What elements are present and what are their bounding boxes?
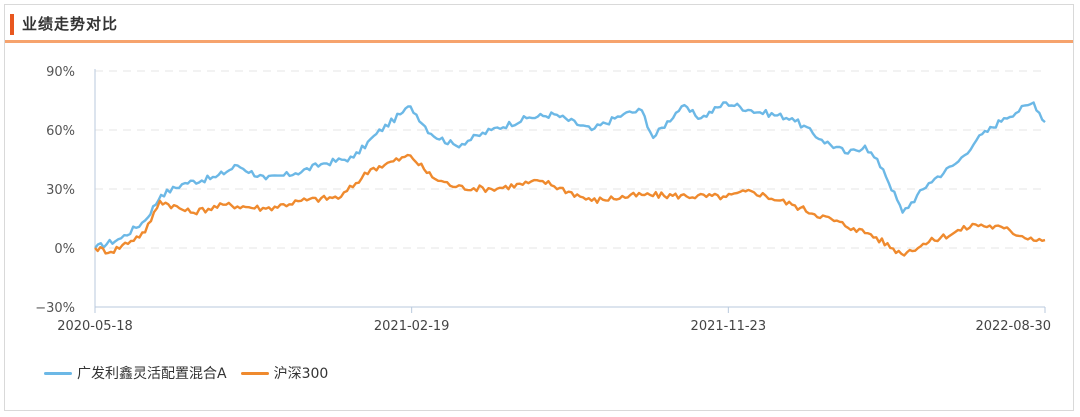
series-line-1 xyxy=(94,153,1046,257)
y-tick-label: −30% xyxy=(35,301,75,316)
y-tick-label: 30% xyxy=(46,183,75,198)
panel-header: 业绩走势对比 xyxy=(5,5,1073,43)
legend-label-fund: 广发利鑫灵活配置混合A xyxy=(77,366,227,382)
legend-swatch-fund xyxy=(44,371,72,375)
x-tick-label: 2020-05-18 xyxy=(57,319,133,334)
x-tick-label: 2022-08-30 xyxy=(975,319,1051,334)
y-tick-label: 60% xyxy=(46,124,75,139)
header-accent-bar xyxy=(10,14,14,35)
legend-item-fund[interactable]: 广发利鑫灵活配置混合A xyxy=(44,363,227,383)
chart-legend: 广发利鑫灵活配置混合A 沪深300 xyxy=(44,362,342,384)
series-line-0 xyxy=(94,101,1046,249)
legend-swatch-index xyxy=(240,371,269,375)
legend-item-index[interactable]: 沪深300 xyxy=(240,363,329,383)
chart-panel: 业绩走势对比 xyxy=(4,4,1074,411)
y-tick-label: 0% xyxy=(54,242,75,257)
legend-label-index: 沪深300 xyxy=(273,366,329,382)
panel-title: 业绩走势对比 xyxy=(22,15,119,33)
x-tick-label: 2021-11-23 xyxy=(691,319,767,334)
x-tick-label: 2021-02-19 xyxy=(374,319,450,334)
y-tick-label: 90% xyxy=(46,65,75,80)
